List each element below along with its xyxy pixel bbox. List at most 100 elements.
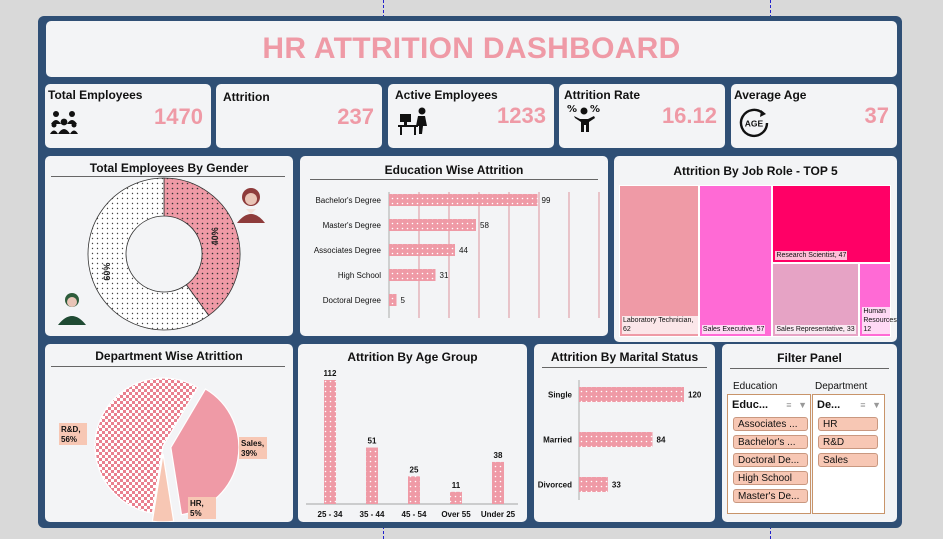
marital-category-label: Single — [548, 391, 573, 400]
education-value-label: 5 — [401, 296, 406, 305]
title-underline — [730, 368, 889, 369]
panel-title: Attrition By Job Role - TOP 5 — [673, 164, 838, 178]
age-bar-chart: 112 25 - 34 51 35 - 44 25 45 - 54 11 Over 55 38 U… — [306, 369, 518, 519]
treemap-cell-label: Laboratory Technician, 62 — [622, 316, 698, 334]
jobrole-panel: Attrition By Job Role - TOP 5 Laboratory… — [614, 156, 897, 342]
kpi-value: 1470 — [154, 104, 203, 129]
age-panel: Attrition By Age Group 112 25 - 34 51 35 - … — [298, 344, 527, 522]
education-slicer[interactable]: Educ... ≡ ▼ Associates ... Bachelor's ...… — [727, 394, 811, 514]
education-bar — [389, 194, 538, 206]
panel-title: Filter Panel — [777, 351, 842, 365]
kpi-total-employees[interactable]: Total Employees 1470 — [45, 84, 211, 148]
svg-text:%: % — [590, 104, 600, 115]
kpi-attrition[interactable]: Attrition 237 — [216, 84, 382, 148]
department-data-label: Sales, — [241, 439, 264, 448]
education-bar-chart: Bachelor's Degree 99 Master's Degree 58 Asso… — [314, 192, 600, 318]
age-category-label: 35 - 44 — [360, 510, 385, 519]
treemap-cell: Human Resources, 12 — [859, 262, 897, 337]
education-category-label: Master's Degree — [323, 221, 382, 230]
filter-panel: Filter Panel Education Department Educ..… — [722, 344, 897, 522]
kpi-label: Total Employees — [48, 88, 143, 102]
department-slice — [94, 377, 199, 514]
multi-select-icon[interactable]: ≡ — [860, 400, 866, 410]
marital-value-label: 33 — [612, 481, 621, 490]
treemap-cell: Research Scientist, 47 — [772, 185, 891, 263]
age-bar — [366, 447, 378, 504]
kpi-label: Active Employees — [395, 88, 498, 102]
education-slicer-item[interactable]: High School — [733, 471, 808, 485]
department-label-box — [188, 497, 216, 519]
kpi-attrition-rate[interactable]: Attrition Rate % % 16.12 — [559, 84, 725, 148]
kpi-value: 1233 — [497, 103, 546, 128]
female-icon — [237, 188, 265, 223]
department-slice — [151, 453, 175, 522]
department-data-label: 5% — [190, 509, 202, 518]
clear-filter-icon[interactable]: ▼ — [872, 400, 881, 410]
age-value-label: 11 — [452, 481, 461, 490]
education-slicer-item[interactable]: Associates ... — [733, 417, 808, 431]
marital-bar — [579, 387, 684, 402]
panel-title: Department Wise Atrittion — [95, 349, 243, 363]
kpi-value: 237 — [337, 104, 374, 129]
people-group-icon — [50, 111, 78, 134]
title-underline — [51, 366, 285, 367]
marital-category-label: Married — [543, 436, 572, 445]
education-value-label: 99 — [542, 196, 551, 205]
kpi-average-age[interactable]: Average Age AGE 37 — [731, 84, 897, 148]
age-bar — [450, 491, 462, 504]
marital-bar — [579, 477, 608, 492]
kpi-label: Attrition Rate — [564, 88, 640, 102]
kpi-label: Average Age — [734, 88, 807, 102]
person-percent-icon: % % — [567, 104, 600, 132]
marital-value-label: 84 — [657, 436, 666, 445]
age-bar — [492, 461, 504, 504]
department-slicer-item[interactable]: R&D — [818, 435, 878, 449]
department-slicer-item[interactable]: HR — [818, 417, 878, 431]
kpi-value: 16.12 — [661, 103, 717, 128]
marital-value-label: 120 — [688, 391, 702, 400]
gender-panel: Total Employees By Gender 40% 60% — [45, 156, 293, 336]
age-value-label: 112 — [324, 369, 337, 378]
department-slicer-item[interactable]: Sales — [818, 453, 878, 467]
education-category-label: Bachelor's Degree — [315, 196, 381, 205]
kpi-value: 37 — [864, 103, 889, 128]
gender-data-label: 60% — [102, 263, 112, 281]
age-value-label: 25 — [410, 465, 419, 474]
clear-filter-icon[interactable]: ▼ — [798, 400, 807, 410]
education-slicer-item[interactable]: Master's De... — [733, 489, 808, 503]
department-data-label: R&D, — [61, 425, 81, 434]
education-slicer-item[interactable]: Bachelor's ... — [733, 435, 808, 449]
department-filter-label: Department — [815, 381, 868, 392]
treemap-cell-label: Human Resources, 12 — [862, 306, 897, 334]
age-category-label: 25 - 34 — [318, 510, 343, 519]
education-bar — [389, 269, 436, 281]
department-label-box — [239, 437, 267, 459]
department-slicer[interactable]: De... ≡ ▼ HR R&D Sales — [812, 394, 885, 514]
treemap-cell: Sales Representative, 33 — [772, 262, 860, 337]
age-category-label: Over 55 — [441, 510, 471, 519]
age-icon-text: AGE — [745, 119, 764, 129]
age-category-label: Under 25 — [481, 510, 516, 519]
education-value-label: 31 — [440, 271, 449, 280]
education-category-label: Doctoral Degree — [323, 296, 382, 305]
education-category-label: High School — [338, 271, 381, 280]
education-filter-label: Education — [733, 381, 778, 392]
kpi-label: Attrition — [223, 90, 270, 104]
kpi-active-employees[interactable]: Active Employees 1233 — [388, 84, 554, 148]
education-slicer-item[interactable]: Doctoral De... — [733, 453, 808, 467]
jobrole-treemap: Laboratory Technician, 62 Sales Executive… — [619, 185, 897, 337]
title-underline — [51, 176, 285, 177]
panel-title: Attrition By Age Group — [347, 350, 478, 364]
education-bar — [389, 294, 397, 306]
marital-category-label: Divorced — [538, 481, 572, 490]
gender-data-label: 40% — [210, 227, 220, 245]
marital-panel: Attrition By Marital Status Single 120 Mar… — [534, 344, 715, 522]
education-bar — [389, 244, 455, 256]
department-data-label: HR, — [190, 499, 204, 508]
panel-title: Total Employees By Gender — [89, 161, 249, 175]
age-bar — [408, 476, 420, 504]
gender-donut-chart: 40% 60% — [58, 177, 265, 331]
title-panel: HR ATTRITION DASHBOARD — [46, 21, 897, 77]
multi-select-icon[interactable]: ≡ — [786, 400, 792, 410]
education-panel: Education Wise Attrition Bachelor's Degr… — [300, 156, 608, 336]
